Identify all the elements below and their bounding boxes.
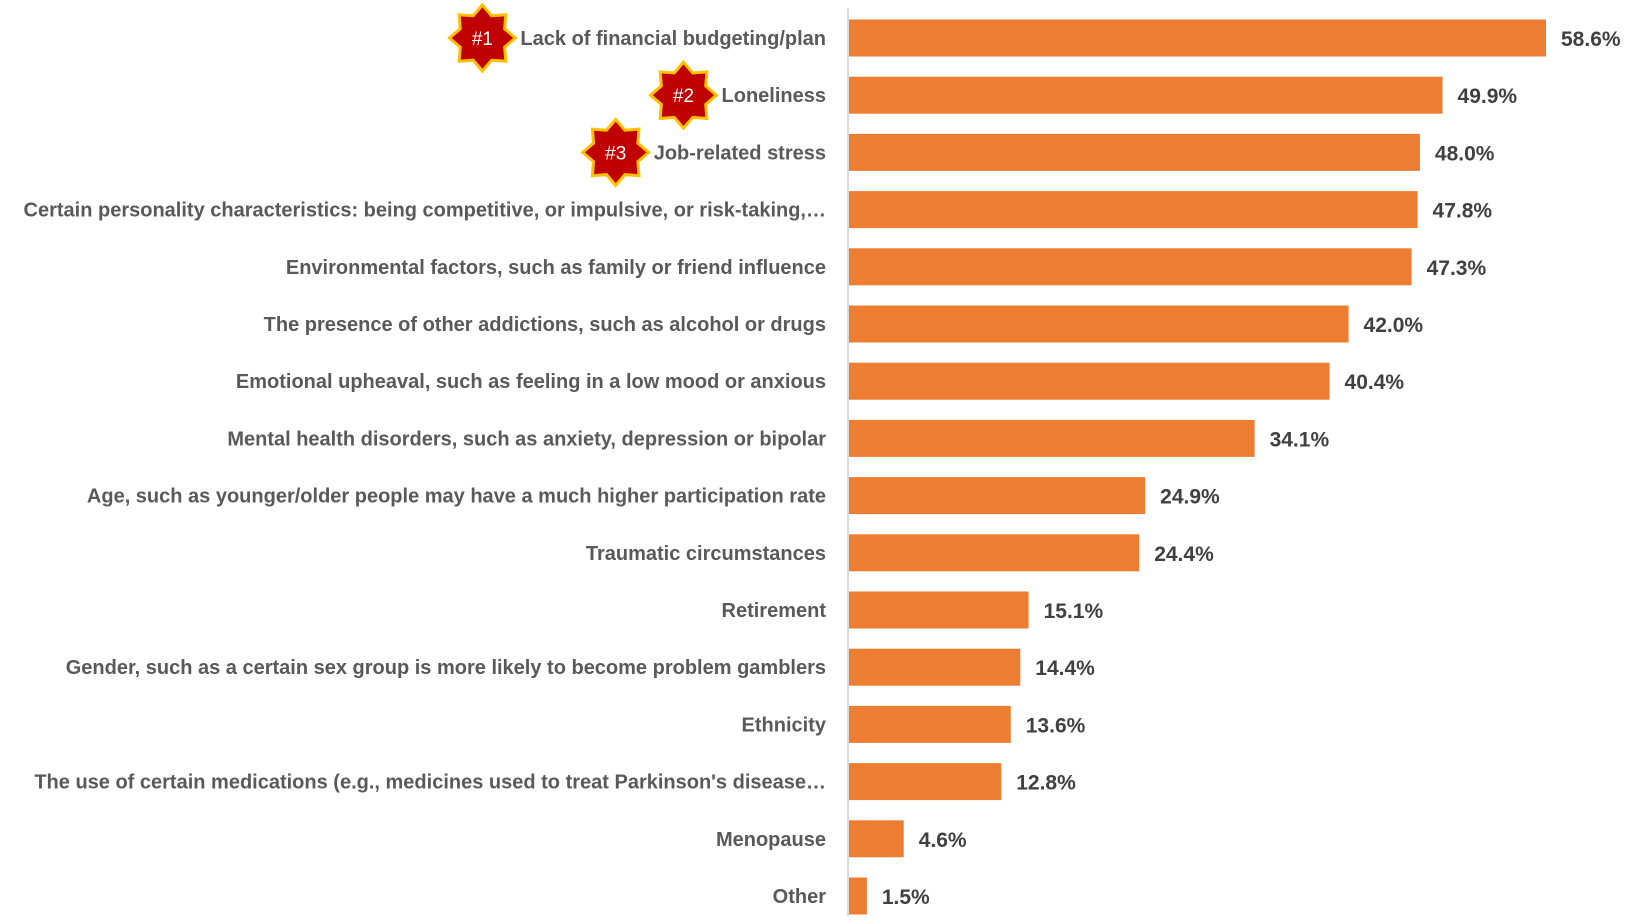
category-label: Environmental factors, such as family or… xyxy=(286,257,826,279)
category-label: Retirement xyxy=(722,600,827,622)
rank-star-icon xyxy=(447,2,518,74)
bar xyxy=(849,648,1021,686)
category-label: Ethnicity xyxy=(742,714,827,736)
category-label: The presence of other addictions, such a… xyxy=(264,314,826,336)
category-label: Age, such as younger/older people may ha… xyxy=(87,486,826,508)
category-label: The use of certain medications (e.g., me… xyxy=(34,772,826,794)
category-label: Mental health disorders, such as anxiety… xyxy=(227,428,826,450)
rank-badge: #2 xyxy=(648,59,719,131)
value-label: 48.0% xyxy=(1435,142,1495,165)
bar xyxy=(849,534,1140,572)
bar xyxy=(849,763,1002,801)
value-label: 40.4% xyxy=(1345,371,1405,394)
bar xyxy=(849,19,1546,57)
category-label: Menopause xyxy=(716,829,826,851)
bar xyxy=(849,705,1011,743)
bar xyxy=(849,419,1255,457)
value-label: 58.6% xyxy=(1561,28,1621,51)
rank-badge: #1 xyxy=(447,2,518,74)
value-label: 42.0% xyxy=(1364,314,1424,337)
bar xyxy=(849,305,1349,343)
category-label: Gender, such as a certain sex group is m… xyxy=(66,657,826,679)
value-label: 1.5% xyxy=(882,886,930,909)
category-label: Job-related stress xyxy=(654,142,826,164)
category-label: Emotional upheaval, such as feeling in a… xyxy=(236,371,826,393)
category-label: Loneliness xyxy=(722,85,826,107)
rank-badge-label: #3 xyxy=(605,143,626,164)
value-label: 12.8% xyxy=(1016,772,1076,795)
value-label: 14.4% xyxy=(1035,657,1095,680)
bar xyxy=(849,248,1412,286)
bar xyxy=(849,133,1420,171)
value-label: 13.6% xyxy=(1026,714,1086,737)
value-label: 24.4% xyxy=(1154,543,1214,566)
value-label: 4.6% xyxy=(919,829,967,852)
value-label: 34.1% xyxy=(1270,428,1330,451)
category-label: Traumatic circumstances xyxy=(586,543,826,565)
bar xyxy=(849,191,1418,229)
value-label: 24.9% xyxy=(1160,486,1220,509)
category-label: Other xyxy=(773,886,827,908)
category-label: Lack of financial budgeting/plan xyxy=(520,28,826,50)
value-label: 15.1% xyxy=(1044,600,1104,623)
value-label: 47.8% xyxy=(1433,200,1493,223)
rank-star-icon xyxy=(580,117,652,188)
rank-badge-label: #2 xyxy=(673,86,694,107)
rank-star-icon xyxy=(648,59,719,131)
bar xyxy=(849,591,1029,629)
bar xyxy=(849,477,1146,515)
bar xyxy=(849,877,867,915)
bar xyxy=(849,362,1330,400)
category-label: Certain personality characteristics: bei… xyxy=(24,200,826,222)
bar xyxy=(849,76,1443,114)
value-label: 47.3% xyxy=(1427,257,1487,280)
value-label: 49.9% xyxy=(1458,85,1518,108)
rank-badge-label: #1 xyxy=(472,29,493,50)
bar xyxy=(849,820,904,858)
rank-badge: #3 xyxy=(580,117,652,188)
